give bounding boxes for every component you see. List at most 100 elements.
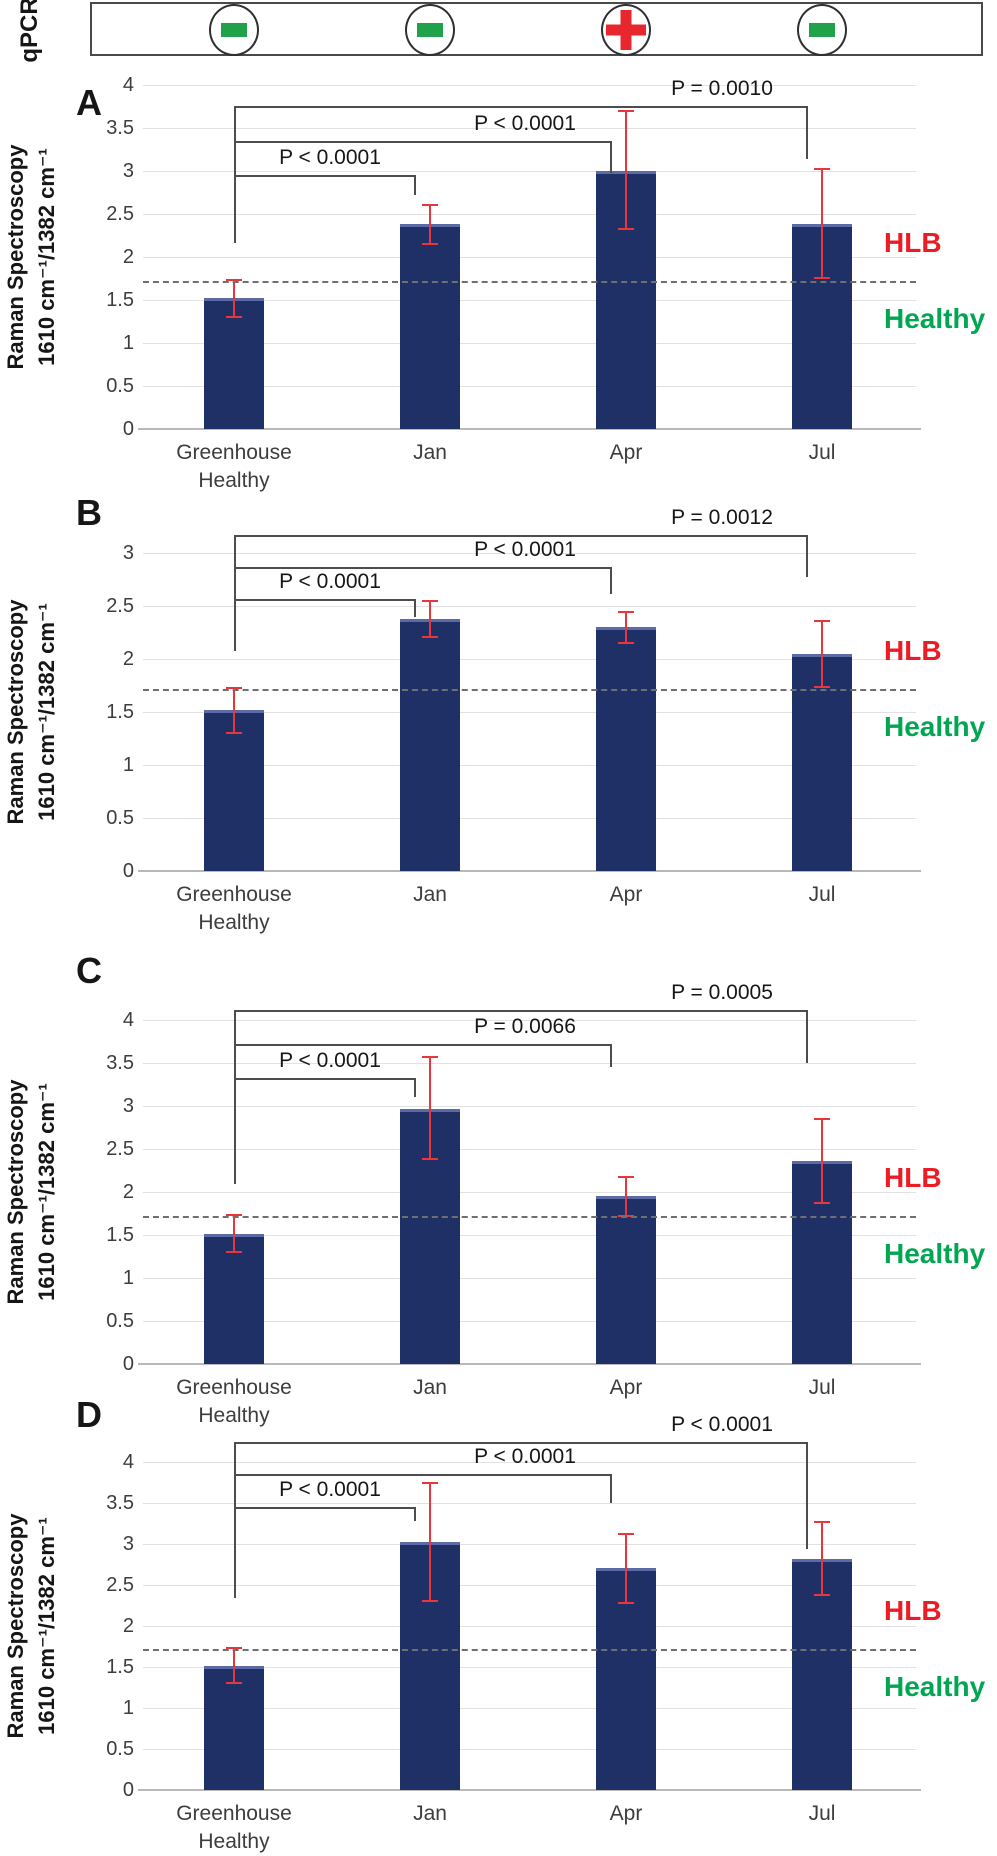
bracket-right-drop <box>610 1474 612 1503</box>
panel-letter-C: C <box>76 950 102 991</box>
y-axis-title-line1-A: Raman Spectroscopy <box>3 144 28 370</box>
y-tick-label-C: 3 <box>122 1095 134 1117</box>
bracket-horizontal <box>234 175 416 177</box>
gridline-D <box>143 1667 916 1668</box>
minus-icon <box>809 23 835 37</box>
qpcr-result-circle-1 <box>209 4 259 56</box>
x-category-label-D: Jul <box>808 1802 836 1825</box>
x-category-label-A: Healthy <box>198 469 270 492</box>
gridline-C <box>143 1149 916 1150</box>
threshold-dashed-line-C <box>143 1216 916 1218</box>
gridline-C <box>143 1278 916 1279</box>
threshold-dashed-line-D <box>143 1649 916 1651</box>
x-axis-line-A <box>138 428 921 430</box>
error-bar-cap-top <box>814 1118 830 1120</box>
gridline-B <box>143 553 916 554</box>
gridline-A <box>143 214 916 215</box>
bar-D-Jul <box>792 1559 852 1790</box>
error-bar-line <box>821 621 823 687</box>
p-value-label: P = 0.0005 <box>671 981 773 1004</box>
gridline-D <box>143 1544 916 1545</box>
p-value-label: P < 0.0001 <box>279 1478 381 1501</box>
gridline-C <box>143 1192 916 1193</box>
y-tick-label-A: 3.5 <box>106 117 134 139</box>
gridline-A <box>143 257 916 258</box>
hlb-label-B: HLB <box>884 635 942 666</box>
error-bar-cap-top <box>422 600 438 602</box>
p-value-label: P < 0.0001 <box>279 570 381 593</box>
y-tick-label-A: 0.5 <box>106 375 134 397</box>
bracket-right-drop <box>414 1507 416 1521</box>
y-tick-label-D: 4 <box>122 1451 134 1473</box>
bracket-left-vertical-A <box>234 106 236 243</box>
bracket-right-drop <box>806 535 808 577</box>
error-bar-line <box>429 205 431 244</box>
y-tick-label-A: 2 <box>122 246 134 268</box>
bar-B-Greenhouse Healthy <box>204 710 264 871</box>
gridline-C <box>143 1235 916 1236</box>
y-tick-label-D: 3 <box>122 1533 134 1555</box>
y-tick-label-A: 3 <box>122 160 134 182</box>
bracket-right-drop <box>414 599 416 617</box>
bracket-horizontal <box>234 1010 808 1012</box>
error-bar-line <box>429 1057 431 1159</box>
gridline-C <box>143 1020 916 1021</box>
x-category-label-B: Jan <box>413 883 447 906</box>
error-bar-line <box>625 111 627 230</box>
gridline-B <box>143 606 916 607</box>
error-bar-cap-bottom <box>226 316 242 318</box>
plus-icon <box>606 24 646 36</box>
y-tick-label-A: 4 <box>122 74 134 96</box>
error-bar-cap-top <box>618 110 634 112</box>
y-tick-label-C: 4 <box>122 1009 134 1031</box>
y-tick-label-C: 0.5 <box>106 1310 134 1332</box>
gridline-A <box>143 300 916 301</box>
bracket-left-vertical-B <box>234 535 236 651</box>
bracket-right-drop <box>610 141 612 173</box>
error-bar-cap-top <box>814 1521 830 1523</box>
bracket-horizontal <box>234 1044 612 1046</box>
p-value-label: P < 0.0001 <box>474 538 576 561</box>
x-category-label-C: Apr <box>609 1376 643 1399</box>
error-bar-line <box>821 169 823 277</box>
y-tick-label-D: 2.5 <box>106 1574 134 1596</box>
x-category-label-C: Healthy <box>198 1404 270 1427</box>
y-tick-label-D: 3.5 <box>106 1492 134 1514</box>
x-category-label-D: Greenhouse <box>176 1802 292 1825</box>
error-bar-cap-top <box>618 1176 634 1178</box>
error-bar-cap-bottom <box>226 1682 242 1684</box>
p-value-label: P < 0.0001 <box>474 112 576 135</box>
y-tick-label-D: 1.5 <box>106 1656 134 1678</box>
y-tick-label-C: 2.5 <box>106 1138 134 1160</box>
y-tick-label-C: 2 <box>122 1181 134 1203</box>
y-tick-label-C: 0 <box>122 1353 134 1375</box>
error-bar-line <box>429 1483 431 1602</box>
bar-D-Greenhouse Healthy <box>204 1666 264 1790</box>
x-category-label-A: Jan <box>413 441 447 464</box>
error-bar-cap-top <box>618 611 634 613</box>
error-bar-cap-top <box>226 1214 242 1216</box>
bar-A-Jan <box>400 224 460 429</box>
p-value-label: P = 0.0010 <box>671 77 773 100</box>
bar-C-Greenhouse Healthy <box>204 1234 264 1364</box>
minus-icon <box>221 23 247 37</box>
threshold-dashed-line-A <box>143 281 916 283</box>
x-category-label-B: Healthy <box>198 911 270 934</box>
p-value-label: P = 0.0066 <box>474 1015 576 1038</box>
qpcr-result-circle-3 <box>601 4 651 56</box>
gridline-A <box>143 171 916 172</box>
gridline-A <box>143 85 916 86</box>
error-bar-cap-bottom <box>618 642 634 644</box>
hlb-label-C: HLB <box>884 1162 942 1193</box>
y-tick-label-C: 1.5 <box>106 1224 134 1246</box>
y-tick-label-D: 0 <box>122 1779 134 1801</box>
y-tick-label-D: 1 <box>122 1697 134 1719</box>
y-tick-label-A: 0 <box>122 418 134 440</box>
gridline-C <box>143 1321 916 1322</box>
healthy-label-A: Healthy <box>884 303 986 334</box>
y-tick-label-A: 2.5 <box>106 203 134 225</box>
bracket-horizontal <box>234 1078 416 1080</box>
bar-C-Apr <box>596 1196 656 1364</box>
error-bar-line <box>233 1648 235 1683</box>
panel-letter-B: B <box>76 492 102 533</box>
